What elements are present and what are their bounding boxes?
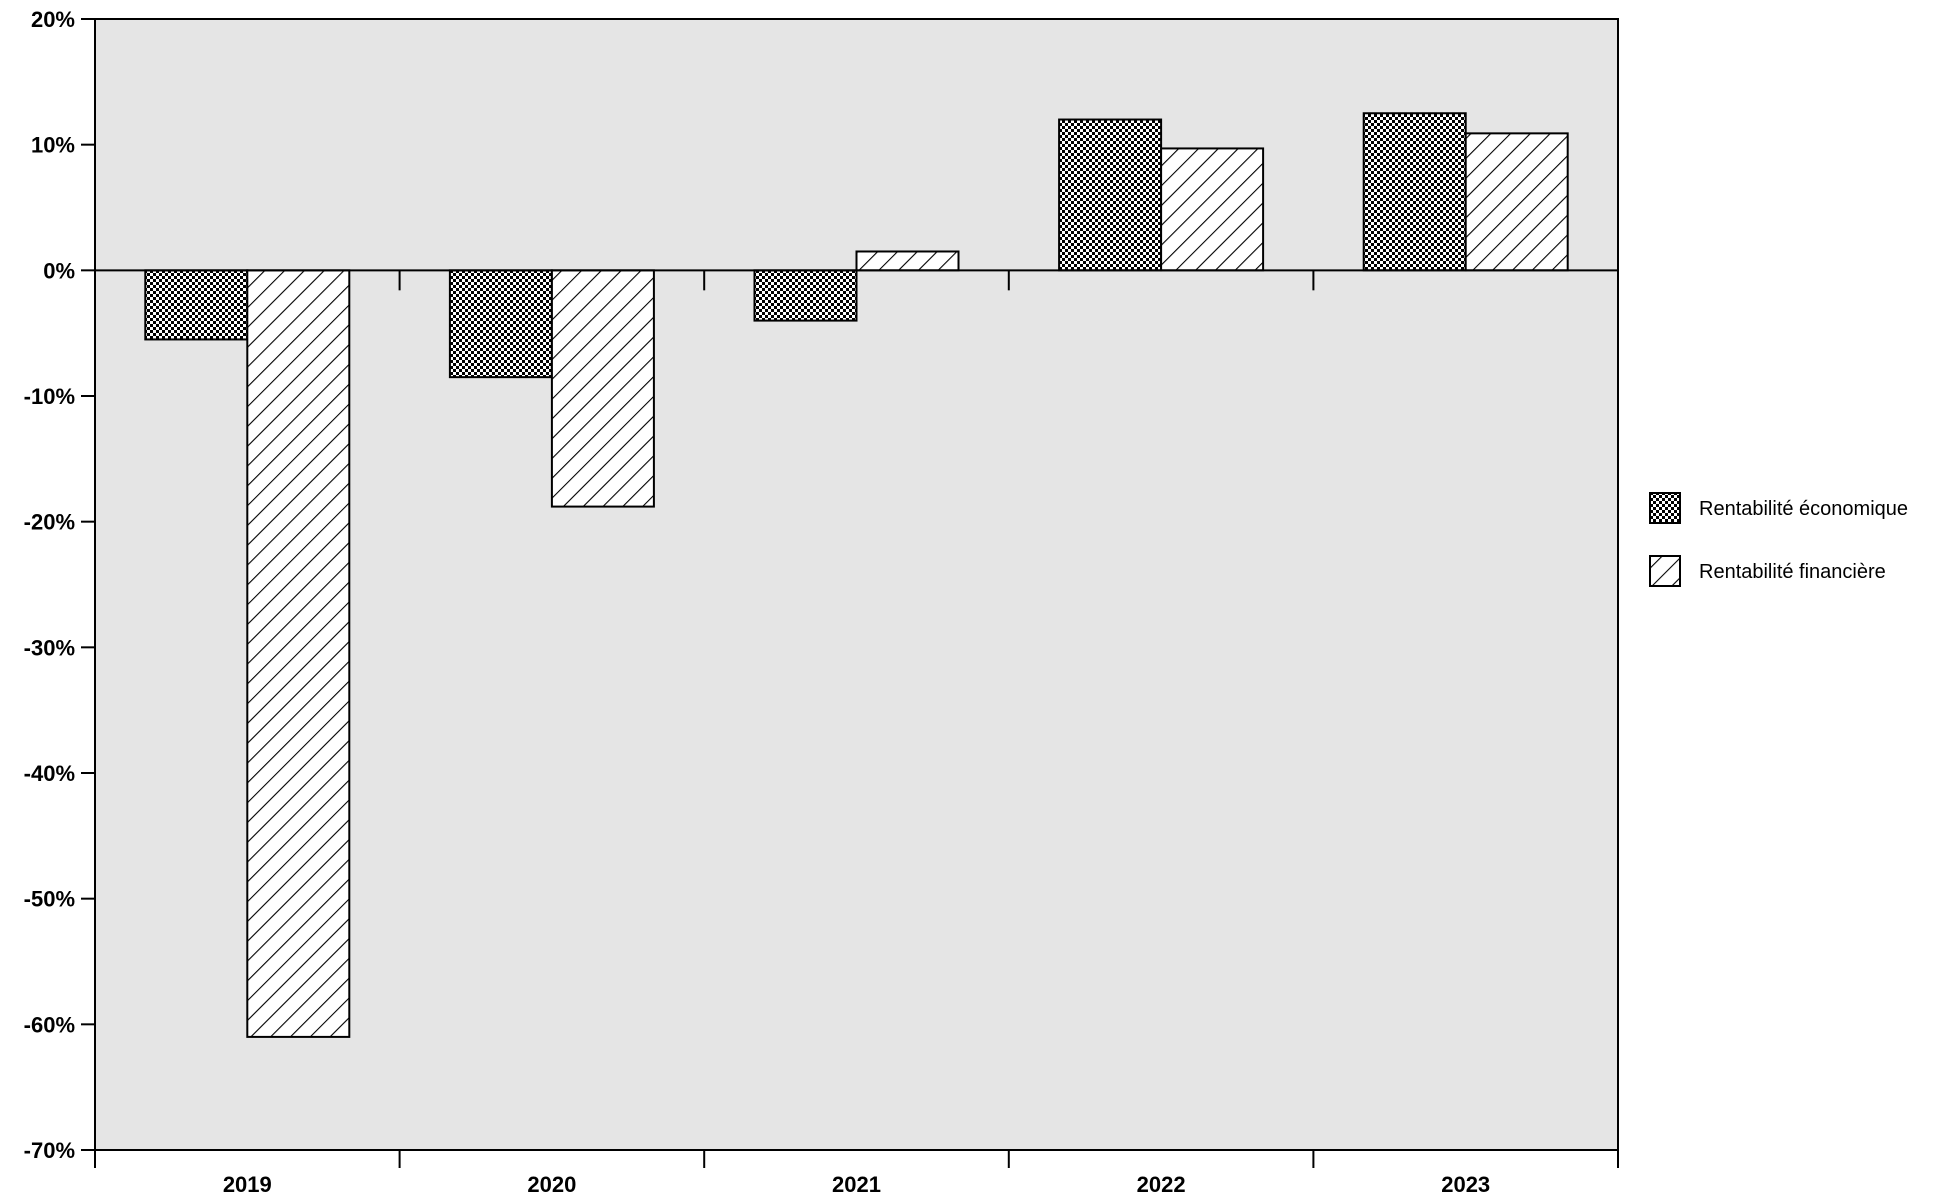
y-tick-label: -40% — [24, 761, 75, 786]
bar-2019-rentabilite-financiere — [246, 269, 351, 1038]
x-tick-label: 2020 — [527, 1172, 576, 1194]
bar-2022-rentabilite-financiere — [1160, 147, 1265, 272]
bar-2022-rentabilite-economique — [1058, 118, 1163, 272]
bar-2019-rentabilite-economique — [144, 269, 249, 341]
bar-2020-rentabilite-financiere — [550, 269, 655, 508]
y-tick-label: -30% — [24, 635, 75, 660]
x-tick-label: 2019 — [223, 1172, 272, 1194]
legend-label: Rentabilité économique — [1699, 498, 1908, 520]
y-tick-label: -70% — [24, 1138, 75, 1163]
y-tick-label: -60% — [24, 1012, 75, 1037]
y-tick-label: -50% — [24, 887, 75, 912]
y-tick-label: 0% — [43, 258, 75, 283]
y-tick-label: -10% — [24, 384, 75, 409]
bar-2023-rentabilite-financiere — [1464, 132, 1569, 272]
legend-swatch-rentabilite-financiere — [1649, 555, 1681, 587]
x-tick-label: 2021 — [832, 1172, 881, 1194]
bar-2021-rentabilite-economique — [753, 269, 858, 322]
y-tick-label: 10% — [31, 133, 75, 158]
legend: Rentabilité économique Rentabilité financ… — [1649, 492, 1908, 587]
y-tick-label: -20% — [24, 510, 75, 535]
legend-label: Rentabilité financière — [1699, 561, 1886, 583]
x-tick-label: 2022 — [1137, 1172, 1186, 1194]
x-tick-label: 2023 — [1441, 1172, 1490, 1194]
legend-swatch-rentabilite-economique — [1649, 492, 1681, 524]
y-tick-label: 20% — [31, 7, 75, 32]
bar-2021-rentabilite-financiere — [855, 250, 960, 272]
bar-2023-rentabilite-economique — [1362, 112, 1467, 272]
bar-2020-rentabilite-economique — [448, 269, 553, 379]
